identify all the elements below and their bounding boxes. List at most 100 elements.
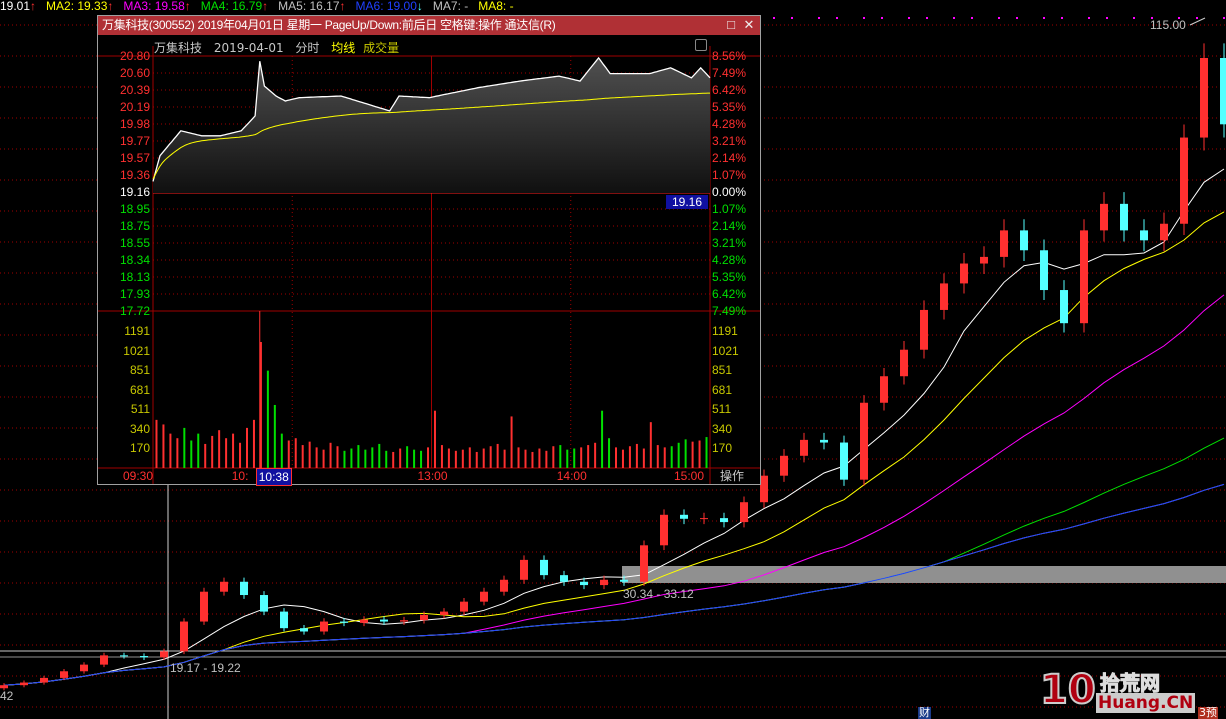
ma-value: MA6: 19.00 xyxy=(355,0,417,13)
candle xyxy=(1060,290,1068,324)
ma-value: MA2: 19.33 xyxy=(46,0,108,13)
candle xyxy=(1180,137,1188,224)
percent-tick: 8.56% xyxy=(712,49,747,63)
price-tick: 18.55 xyxy=(119,236,150,250)
candle xyxy=(420,614,428,621)
price-tick: 19.57 xyxy=(119,151,150,165)
price-tick: 18.75 xyxy=(119,219,150,233)
price-tick: 17.93 xyxy=(119,287,150,301)
signal-dot xyxy=(926,17,928,19)
percent-tick: 7.49% xyxy=(712,66,747,80)
action-button[interactable]: 操作 xyxy=(720,469,745,483)
candle xyxy=(520,559,528,580)
percent-tick: 5.35% xyxy=(712,270,747,284)
current-price-marker: 19.16 xyxy=(666,195,708,209)
volume-tick-right: 681 xyxy=(712,382,733,397)
candle xyxy=(740,502,748,523)
candle xyxy=(560,575,568,582)
price-range-band xyxy=(622,566,1226,583)
candle xyxy=(380,619,388,622)
popup-title-bar[interactable]: 万集科技(300552) 2019年04月01日 星期一 PageUp/Down… xyxy=(98,16,760,35)
signal-dot xyxy=(908,17,910,19)
ma-legend-item: MA6: 19.00↓ xyxy=(356,0,423,13)
candle xyxy=(540,559,548,576)
volume-label[interactable]: 成交量 xyxy=(363,41,400,55)
signal-dot xyxy=(998,17,1000,19)
candle xyxy=(580,581,588,586)
time-tick: 15:00 xyxy=(674,469,705,483)
candle xyxy=(780,455,788,476)
price-tick: 18.34 xyxy=(119,253,150,267)
logo-name: 拾荒网 xyxy=(1100,671,1161,696)
volume-tick: 1021 xyxy=(123,343,150,358)
time-tick: 13:00 xyxy=(417,469,448,483)
ma-line-6 xyxy=(3,483,1225,686)
chart-mode: 分时 xyxy=(295,41,320,55)
candle xyxy=(180,621,188,652)
candle xyxy=(1100,203,1108,231)
candle xyxy=(500,579,508,592)
volume-tick-right: 511 xyxy=(712,402,732,416)
candle xyxy=(860,402,868,480)
candle xyxy=(120,655,128,657)
close-icon[interactable]: ✕ xyxy=(743,17,755,32)
candle xyxy=(60,671,68,678)
candle xyxy=(640,545,648,582)
candle xyxy=(920,309,928,350)
percent-tick: 6.42% xyxy=(712,287,747,301)
price-tick: 20.39 xyxy=(119,83,150,97)
panel-toggle-icon[interactable] xyxy=(695,39,707,51)
signal-dot xyxy=(1088,17,1090,19)
cursor-time-label: 10:38 xyxy=(255,468,292,486)
candle xyxy=(140,656,148,658)
ma-value: MA7: - xyxy=(432,0,469,13)
ma-legend-item: MA3: 19.58↑ xyxy=(123,0,190,13)
signal-dot xyxy=(818,17,820,19)
finance-badge[interactable]: 财 xyxy=(918,706,931,719)
ma-legend-item: MA7: - xyxy=(433,0,468,13)
candle xyxy=(1080,230,1088,324)
percent-tick: 5.35% xyxy=(712,100,747,114)
price-tick: 19.16 xyxy=(119,185,150,199)
intraday-popup-window[interactable]: 万集科技(300552) 2019年04月01日 星期一 PageUp/Down… xyxy=(97,15,761,486)
percent-tick: 2.14% xyxy=(712,151,747,165)
high-pointer xyxy=(1189,17,1206,26)
time-tick: 09:30 xyxy=(123,469,154,483)
ma-line-5 xyxy=(3,483,1225,686)
percent-tick: 3.21% xyxy=(712,236,747,250)
maximize-icon[interactable]: □ xyxy=(727,17,735,32)
high-price-label: 115.00 xyxy=(1150,18,1186,32)
candle xyxy=(40,677,48,683)
candle xyxy=(300,628,308,632)
signal-dot xyxy=(791,17,793,19)
candle xyxy=(940,283,948,310)
candle xyxy=(980,256,988,264)
avg-line-label[interactable]: 均线 xyxy=(331,41,356,55)
candle xyxy=(160,651,168,658)
candle xyxy=(1140,230,1148,241)
candle xyxy=(760,475,768,503)
price-tick: 20.60 xyxy=(119,66,150,80)
candle xyxy=(620,579,628,582)
popup-subtitle: 万集科技 2019-04-01 分时 均线 成交量 xyxy=(154,39,407,56)
trend-arrow-icon: ↑ xyxy=(339,0,346,13)
range-label-1: 19.17 - 19.22 xyxy=(170,661,241,675)
percent-tick: 1.07% xyxy=(712,168,747,182)
chart-date: 2019-04-01 xyxy=(213,41,284,55)
ma-legend-item: MA2: 19.33↑ xyxy=(46,0,113,13)
intraday-chart[interactable] xyxy=(98,16,760,484)
volume-tick: 1191 xyxy=(124,324,150,338)
volume-tick: 851 xyxy=(129,363,150,377)
forecast-badge[interactable]: 3预 xyxy=(1198,706,1218,719)
signal-dot xyxy=(1178,17,1180,19)
price-tick: 20.19 xyxy=(119,100,150,114)
volume-tick-right: 340 xyxy=(712,421,733,436)
volume-tick-right: 1191 xyxy=(712,324,738,338)
volume-tick: 681 xyxy=(129,382,150,397)
candle xyxy=(220,581,228,592)
candle xyxy=(480,591,488,602)
ma-value: 19.01 xyxy=(0,0,31,13)
signal-dot xyxy=(1106,17,1108,19)
trend-arrow-icon: ↑ xyxy=(262,0,269,13)
trend-arrow-icon: ↓ xyxy=(416,0,423,13)
